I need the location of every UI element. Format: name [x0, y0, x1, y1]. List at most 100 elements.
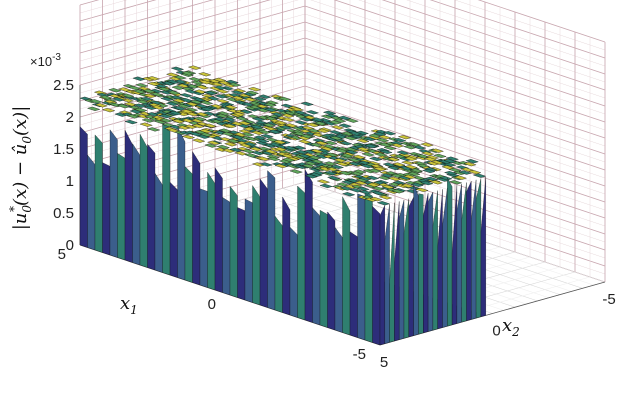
surface-cell	[268, 142, 282, 147]
surface-cell	[277, 96, 292, 101]
surface-cell	[279, 125, 294, 130]
surface-cell	[195, 112, 210, 117]
surface-cell	[353, 169, 367, 174]
surface-face	[237, 207, 246, 301]
surface-cell	[310, 159, 325, 164]
surface-cell	[283, 145, 297, 151]
surface-cell	[376, 201, 391, 206]
surface-face	[282, 196, 291, 316]
surface-face	[124, 130, 133, 263]
surface-cell	[377, 135, 392, 140]
surface-cell	[245, 90, 260, 95]
surface-cell	[369, 197, 383, 202]
surface-cell	[173, 75, 187, 80]
surface-cell	[354, 180, 368, 185]
z-tick-label: 2	[66, 109, 74, 126]
surface-side-face	[480, 177, 486, 317]
surface-cell	[250, 124, 264, 130]
surface-cell	[345, 150, 359, 155]
surface-face	[79, 126, 88, 248]
x1-tick-label: 0	[208, 296, 216, 313]
surface-cell	[135, 83, 149, 88]
surface-cell	[310, 149, 324, 154]
surface-cell	[153, 119, 168, 124]
surface-cell	[293, 110, 307, 115]
surface-cell	[146, 127, 161, 132]
z-tick-label: 2.5	[53, 77, 74, 94]
wall-grid-line	[79, 0, 606, 59]
surface-cell	[396, 150, 410, 155]
surface-cell	[361, 152, 375, 157]
surface-cell	[223, 123, 237, 129]
surface-cell	[151, 105, 165, 110]
surface-face	[334, 226, 343, 333]
wall-grid-line	[79, 0, 606, 99]
surface-cell	[300, 101, 314, 106]
surface-cell	[234, 151, 248, 156]
surface-cell	[159, 118, 173, 123]
surface-side-face	[418, 193, 424, 335]
surface-face	[349, 231, 358, 338]
surface-cell	[374, 152, 388, 157]
surface-cell	[298, 117, 313, 122]
surface-cell	[404, 164, 418, 170]
surface-face	[342, 196, 351, 336]
surface-cell	[356, 138, 370, 143]
surface-cell	[258, 94, 272, 99]
surface-face	[177, 126, 186, 281]
surface-cell	[191, 123, 205, 129]
surface-cell	[443, 171, 458, 176]
surface-cell	[373, 131, 387, 137]
surface-cell	[423, 157, 438, 162]
surface-cell	[322, 110, 337, 115]
z-tick-label: 0.5	[53, 205, 74, 222]
surface-cell	[443, 159, 457, 164]
surface-face	[372, 206, 381, 346]
surface-face	[229, 185, 238, 298]
surface-cell	[338, 123, 352, 128]
surface-cell	[424, 176, 439, 181]
surface-cell	[241, 132, 255, 137]
surface-cell	[237, 121, 252, 126]
surface-cell	[347, 158, 362, 163]
surface-cell	[338, 171, 353, 176]
surface-side-face	[384, 204, 390, 344]
z-tick-label: 0	[66, 237, 74, 254]
surface-cell	[448, 180, 463, 185]
x1-axis-label: x1	[120, 293, 138, 317]
surface-cell	[173, 79, 188, 84]
surface-cell	[263, 102, 277, 107]
surface-cell	[215, 113, 229, 118]
surface-cell	[260, 134, 274, 139]
surface-face	[117, 153, 126, 261]
surface-cell	[420, 142, 434, 147]
surface-cell	[251, 117, 266, 122]
surface-cell	[352, 154, 366, 160]
surface-cell	[313, 121, 328, 126]
surface-cell	[243, 97, 258, 102]
surface-cell	[213, 85, 228, 90]
surface-cell	[337, 115, 352, 121]
surface-cell	[203, 90, 218, 95]
surface-cell	[221, 131, 235, 137]
surface-cell	[407, 171, 421, 176]
x1-tick-label: -5	[353, 346, 366, 363]
surface-cell	[266, 156, 281, 161]
surface-cell	[161, 81, 176, 86]
surface-face	[312, 207, 321, 326]
surface-side-face	[451, 185, 458, 325]
surface-cell	[365, 175, 380, 180]
surface-cell	[371, 191, 386, 196]
surface-cell	[326, 175, 341, 180]
x2-axis-label: x2	[502, 315, 520, 339]
surface-cell	[383, 145, 397, 151]
surface-face	[192, 151, 201, 286]
surface-cell	[197, 72, 212, 77]
surface-side-face	[437, 189, 443, 329]
surface-cell	[124, 119, 138, 125]
surface-face	[147, 143, 156, 271]
surface-side-face	[466, 181, 472, 321]
surface-cell	[259, 162, 273, 167]
surface-cell	[129, 109, 143, 114]
surface-cell	[199, 100, 214, 105]
